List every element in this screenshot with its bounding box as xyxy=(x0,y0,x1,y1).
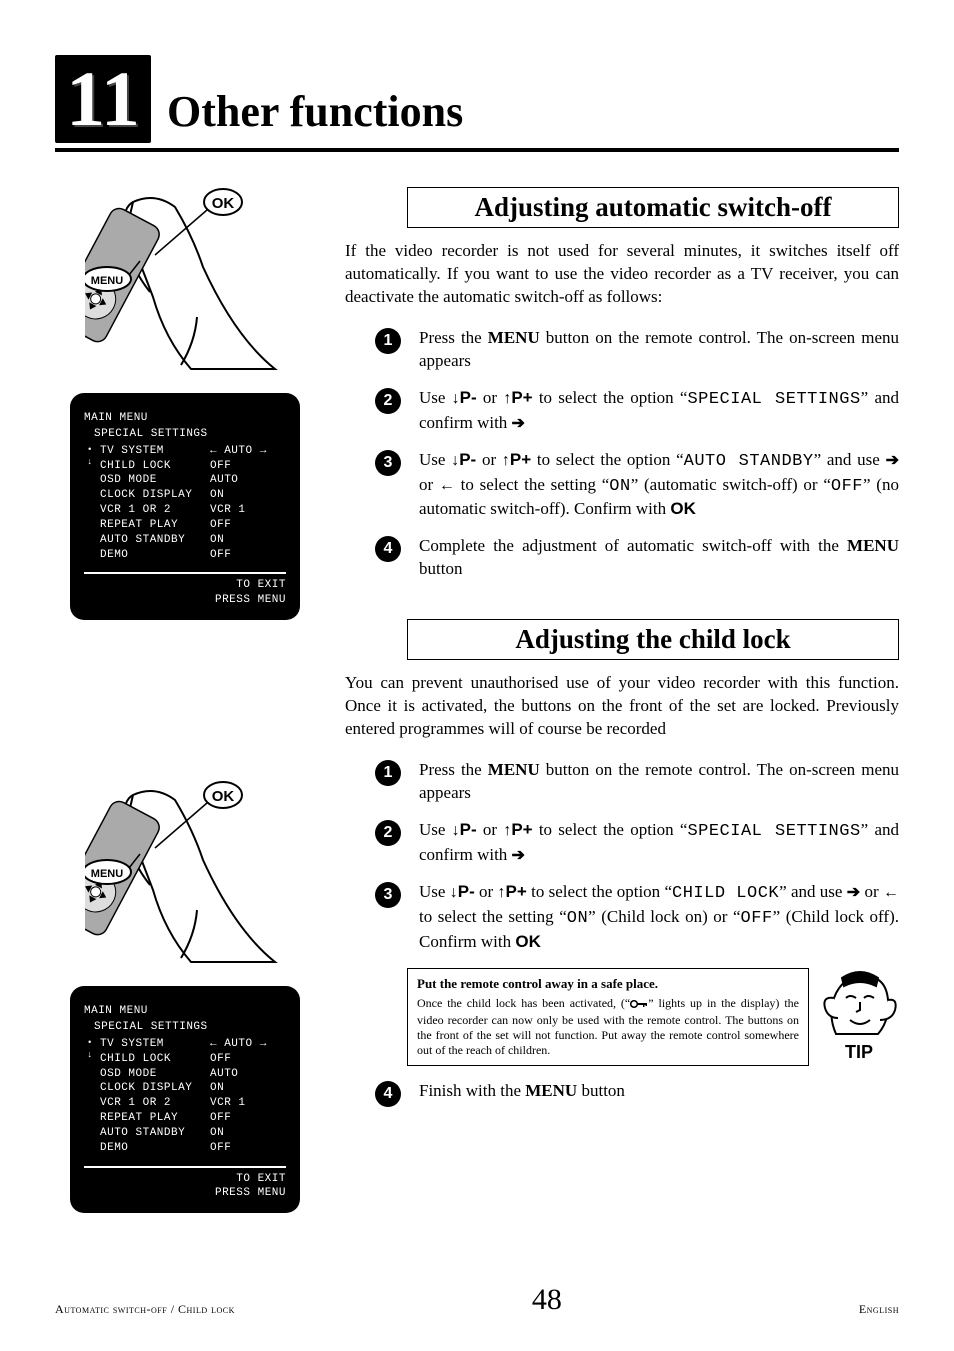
right-arrow-icon: ➔ xyxy=(847,885,860,901)
up-arrow-icon: ↑ xyxy=(502,453,510,469)
page-number: 48 xyxy=(532,1283,562,1317)
down-arrow-icon: ↓ xyxy=(450,885,458,901)
step-number-icon: 2 xyxy=(375,820,401,846)
down-arrow-icon: ↓ xyxy=(452,391,460,407)
right-column: Adjusting automatic switch-off If the vi… xyxy=(345,187,899,1213)
osd-cursor-icons: • ↓ xyxy=(84,444,96,563)
tip-body: Once the child lock has been activated, … xyxy=(417,996,799,1058)
section-title-box: Adjusting the child lock xyxy=(407,619,899,660)
tip-heading: Put the remote control away in a safe pl… xyxy=(417,976,799,992)
step-text: Use ↓P- or ↑P+ to select the option “AUT… xyxy=(419,449,899,522)
step-number-icon: 3 xyxy=(375,450,401,476)
tip-box: Put the remote control away in a safe pl… xyxy=(407,968,809,1066)
left-arrow-icon: ← xyxy=(439,478,455,494)
remote-illustration: OK MENU xyxy=(85,187,285,377)
remote-illustration: OK MENU xyxy=(85,780,285,970)
step-number-icon: 4 xyxy=(375,536,401,562)
menu-label: MENU xyxy=(91,275,123,287)
chapter-number-badge: 11 xyxy=(55,55,151,143)
up-arrow-icon: ↑ xyxy=(498,885,506,901)
osd-main-title: MAIN MENU xyxy=(84,411,286,426)
footer-left: Automatic switch-off / Child lock xyxy=(55,1302,235,1317)
section-title: Adjusting automatic switch-off xyxy=(438,192,868,223)
key-icon xyxy=(630,998,648,1013)
step-number-icon: 1 xyxy=(375,760,401,786)
step-text: Use ↓P- or ↑P+ to select the option “SPE… xyxy=(419,387,899,435)
step-4: 4 Finish with the MENU button xyxy=(345,1080,899,1107)
osd-exit-1: TO EXIT xyxy=(84,578,286,593)
tip-label: TIP xyxy=(845,1042,873,1063)
osd-screen: MAIN MENU SPECIAL SETTINGS • ↓ TV SYSTEM… xyxy=(70,393,300,620)
step-number-icon: 3 xyxy=(375,882,401,908)
section-title-box: Adjusting automatic switch-off xyxy=(407,187,899,228)
step-3: 3 Use ↓P- or ↑P+ to select the option “A… xyxy=(345,449,899,522)
page-footer: Automatic switch-off / Child lock 48 Eng… xyxy=(55,1283,899,1317)
right-arrow-icon: ➔ xyxy=(886,453,899,469)
down-arrow-icon: ↓ xyxy=(451,453,459,469)
step-text: Press the MENU button on the remote cont… xyxy=(419,759,899,805)
step-number-icon: 1 xyxy=(375,328,401,354)
footer-right: English xyxy=(859,1302,899,1317)
section-title: Adjusting the child lock xyxy=(438,624,868,655)
step-text: Use ↓P- or ↑P+ to select the option “CHI… xyxy=(419,881,899,954)
osd-screen: MAIN MENU SPECIAL SETTINGS • ↓ TV SYSTEM… xyxy=(70,986,300,1213)
step-text: Finish with the MENU button xyxy=(419,1080,899,1103)
section-intro: If the video recorder is not used for se… xyxy=(345,240,899,309)
down-arrow-icon: ↓ xyxy=(452,823,460,839)
chapter-header: 11 Other functions xyxy=(55,55,899,152)
osd-exit-2: PRESS MENU xyxy=(84,593,286,608)
step-text: Use ↓P- or ↑P+ to select the option “SPE… xyxy=(419,819,899,867)
chapter-number: 11 xyxy=(66,60,140,138)
osd-subtitle: SPECIAL SETTINGS xyxy=(94,427,286,442)
step-text: Press the MENU button on the remote cont… xyxy=(419,327,899,373)
right-arrow-icon: ➔ xyxy=(512,416,525,432)
step-1: 1 Press the MENU button on the remote co… xyxy=(345,759,899,805)
step-1: 1 Press the MENU button on the remote co… xyxy=(345,327,899,373)
step-number-icon: 2 xyxy=(375,388,401,414)
chapter-title: Other functions xyxy=(167,86,463,143)
section-intro: You can prevent unauthorised use of your… xyxy=(345,672,899,741)
svg-text:OK: OK xyxy=(212,788,235,805)
tip-face: TIP xyxy=(819,968,899,1063)
left-arrow-icon: ← xyxy=(883,885,899,901)
tip-row: Put the remote control away in a safe pl… xyxy=(345,968,899,1066)
step-text: Complete the adjustment of automatic swi… xyxy=(419,535,899,581)
step-2: 2 Use ↓P- or ↑P+ to select the option “S… xyxy=(345,387,899,435)
ok-label: OK xyxy=(212,195,235,212)
step-4: 4 Complete the adjustment of automatic s… xyxy=(345,535,899,581)
step-2: 2 Use ↓P- or ↑P+ to select the option “S… xyxy=(345,819,899,867)
step-number-icon: 4 xyxy=(375,1081,401,1107)
svg-text:MENU: MENU xyxy=(91,868,123,880)
step-3: 3 Use ↓P- or ↑P+ to select the option “C… xyxy=(345,881,899,954)
right-arrow-icon: ➔ xyxy=(512,848,525,864)
left-column: OK MENU MAIN MENU SPECIAL SETTINGS • ↓ T… xyxy=(55,187,315,1213)
